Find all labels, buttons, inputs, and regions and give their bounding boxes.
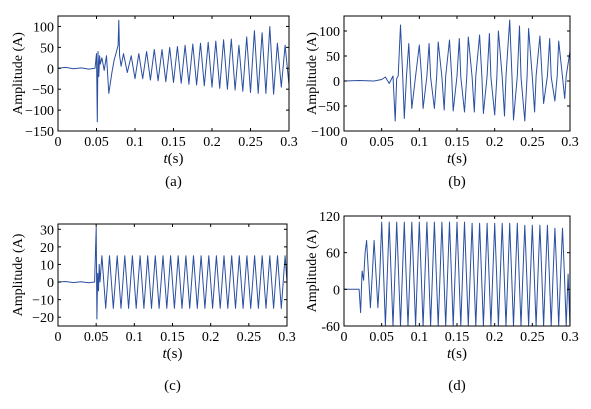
- y-tick-label: 120: [319, 210, 340, 225]
- y-tick-label: -60: [321, 320, 340, 335]
- x-tick-label: 0.05: [369, 135, 394, 150]
- x-tick-label: 0.15: [445, 330, 470, 345]
- x-tick-label: 0.2: [486, 135, 504, 150]
- x-tick-label: 0.1: [411, 135, 429, 150]
- x-axis-label: t(s): [447, 151, 467, 167]
- y-axis-label: Amplitude (A): [305, 32, 320, 115]
- x-tick-label: 0.1: [411, 330, 429, 345]
- y-tick-label: 50: [40, 41, 54, 56]
- y-tick-label: 30: [40, 223, 54, 238]
- y-tick-label: 0: [47, 276, 54, 291]
- x-tick-label: 0.15: [161, 135, 186, 150]
- panel-caption: (a): [165, 174, 182, 190]
- x-tick-label: 0.05: [84, 330, 109, 345]
- panel-d: 0 0.05 0.1 0.15 0.2 0.25 0.3120600-60t(s)Ampli…: [305, 210, 579, 394]
- x-axis-label: t(s): [164, 151, 184, 167]
- x-tick-label: 0: [55, 135, 62, 150]
- y-tick-label: −10: [32, 294, 54, 309]
- y-tick-label: 100: [33, 20, 54, 35]
- x-tick-label: 0.2: [202, 330, 220, 345]
- x-tick-label: 0.3: [561, 135, 579, 150]
- y-tick-label: −20: [32, 311, 54, 326]
- trace-line: [58, 227, 287, 320]
- y-axis-label: Amplitude (A): [305, 229, 320, 312]
- x-tick-label: 0.25: [238, 135, 263, 150]
- trace-line: [58, 19, 289, 123]
- plot-frame: [57, 223, 288, 327]
- y-tick-label: −100: [311, 125, 340, 140]
- y-tick-label: 0: [47, 62, 54, 77]
- x-tick-label: 0.05: [84, 135, 109, 150]
- x-tick-label: 0.2: [203, 135, 221, 150]
- panel-caption: (b): [448, 174, 466, 190]
- x-tick-label: 0: [341, 135, 348, 150]
- trace-line: [344, 19, 570, 122]
- x-tick-label: 0: [55, 330, 62, 345]
- y-tick-label: 60: [326, 247, 340, 262]
- x-axis-label: t(s): [447, 346, 467, 362]
- y-tick-label: 0: [333, 283, 340, 298]
- y-axis-label: Amplitude (A): [11, 32, 26, 115]
- x-tick-label: 0.3: [278, 330, 296, 345]
- x-tick-label: 0.25: [237, 330, 262, 345]
- y-tick-label: 10: [40, 258, 54, 273]
- y-axis-label: Amplitude (A): [11, 233, 26, 316]
- x-tick-label: 0.15: [445, 135, 470, 150]
- x-tick-label: 0: [341, 330, 348, 345]
- x-tick-label: 0.05: [369, 330, 394, 345]
- x-tick-label: 0.3: [561, 330, 579, 345]
- y-tick-label: 100: [319, 25, 340, 40]
- panel-caption: (c): [164, 378, 181, 394]
- x-tick-label: 0.15: [160, 330, 185, 345]
- x-tick-label: 0.25: [520, 135, 545, 150]
- x-tick-label: 0.1: [126, 330, 144, 345]
- trace-line: [344, 221, 570, 326]
- y-tick-label: −50: [32, 83, 54, 98]
- y-tick-label: 20: [40, 241, 54, 256]
- x-axis-label: t(s): [163, 346, 183, 362]
- x-tick-label: 0.3: [280, 135, 298, 150]
- y-tick-label: 0: [333, 75, 340, 90]
- panel-b: 0 0.05 0.1 0.15 0.2 0.25 0.3 100 50 0 −50 −100 t(s) A…: [305, 15, 579, 190]
- y-tick-label: 50: [326, 50, 340, 65]
- x-tick-label: 0.1: [126, 135, 144, 150]
- y-tick-label: −50: [318, 100, 340, 115]
- panel-c: 0 0.05 0.1 0.15 0.2 0.25 0.3 30 20 10 0 −10 −20 t(s) A…: [11, 223, 296, 394]
- x-tick-label: 0.2: [486, 330, 504, 345]
- x-tick-label: 0.25: [520, 330, 545, 345]
- panel-a: 0 0.05 0.1 0.15 0.2 0.25 0.3 100 50 0 −50 −100 −150 t…: [11, 15, 298, 190]
- y-tick-label: −150: [25, 125, 54, 140]
- panel-caption: (d): [448, 378, 466, 394]
- y-tick-label: −100: [25, 104, 54, 119]
